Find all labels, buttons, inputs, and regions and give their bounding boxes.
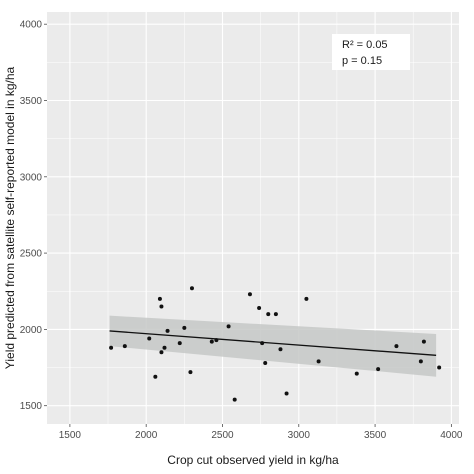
y-tick-label: 4000 bbox=[20, 20, 43, 31]
stats-annotation: R² = 0.05 p = 0.15 bbox=[332, 34, 410, 70]
data-point bbox=[263, 360, 268, 365]
data-point bbox=[394, 344, 399, 349]
confidence-band bbox=[109, 315, 437, 377]
data-point bbox=[273, 312, 278, 317]
data-point bbox=[260, 341, 265, 346]
y-tick-label: 2500 bbox=[20, 249, 43, 260]
data-point bbox=[182, 325, 187, 330]
data-point bbox=[122, 344, 127, 349]
data-point bbox=[157, 296, 162, 301]
data-point bbox=[188, 370, 193, 375]
y-axis-ticks: 1500 2000 2500 3000 3500 4000 bbox=[20, 20, 47, 412]
data-point bbox=[316, 359, 321, 364]
data-point bbox=[376, 367, 381, 372]
y-tick-label: 1500 bbox=[20, 401, 43, 412]
y-tick-label: 2000 bbox=[20, 325, 43, 336]
data-point bbox=[109, 345, 114, 350]
data-points bbox=[109, 286, 442, 402]
p-value-label: p = 0.15 bbox=[342, 55, 382, 67]
data-point bbox=[189, 286, 194, 291]
data-point bbox=[418, 359, 423, 364]
data-point bbox=[247, 292, 252, 297]
x-tick-label: 1500 bbox=[59, 430, 82, 441]
data-point bbox=[437, 365, 442, 370]
data-point bbox=[159, 350, 164, 355]
x-tick-label: 2500 bbox=[211, 430, 234, 441]
data-point bbox=[159, 304, 164, 309]
data-point bbox=[278, 347, 283, 352]
data-point bbox=[304, 296, 309, 301]
x-tick-label: 3500 bbox=[364, 430, 387, 441]
data-point bbox=[162, 345, 167, 350]
data-point bbox=[354, 371, 359, 376]
data-point bbox=[165, 328, 170, 333]
data-point bbox=[257, 306, 262, 311]
data-point bbox=[147, 336, 152, 341]
x-tick-label: 4000 bbox=[440, 430, 463, 441]
data-point bbox=[177, 341, 182, 346]
data-point bbox=[209, 339, 214, 344]
data-point bbox=[284, 391, 289, 396]
x-tick-label: 3000 bbox=[288, 430, 311, 441]
data-point bbox=[266, 312, 271, 317]
regression-line bbox=[109, 330, 437, 356]
y-axis-title: Yield predicted from satellite self-repo… bbox=[3, 66, 17, 369]
y-tick-label: 3000 bbox=[20, 172, 43, 183]
data-point bbox=[421, 339, 426, 344]
data-point bbox=[226, 324, 231, 329]
data-point bbox=[232, 397, 237, 402]
data-point bbox=[214, 338, 219, 343]
stats-annotation-box bbox=[332, 34, 410, 70]
data-point bbox=[153, 374, 158, 379]
x-tick-label: 2000 bbox=[135, 430, 158, 441]
x-axis-title: Crop cut observed yield in kg/ha bbox=[167, 453, 339, 467]
x-axis-ticks: 1500 2000 2500 3000 3500 4000 bbox=[59, 424, 463, 441]
y-tick-label: 3500 bbox=[20, 96, 43, 107]
r-squared-label: R² = 0.05 bbox=[342, 39, 388, 51]
